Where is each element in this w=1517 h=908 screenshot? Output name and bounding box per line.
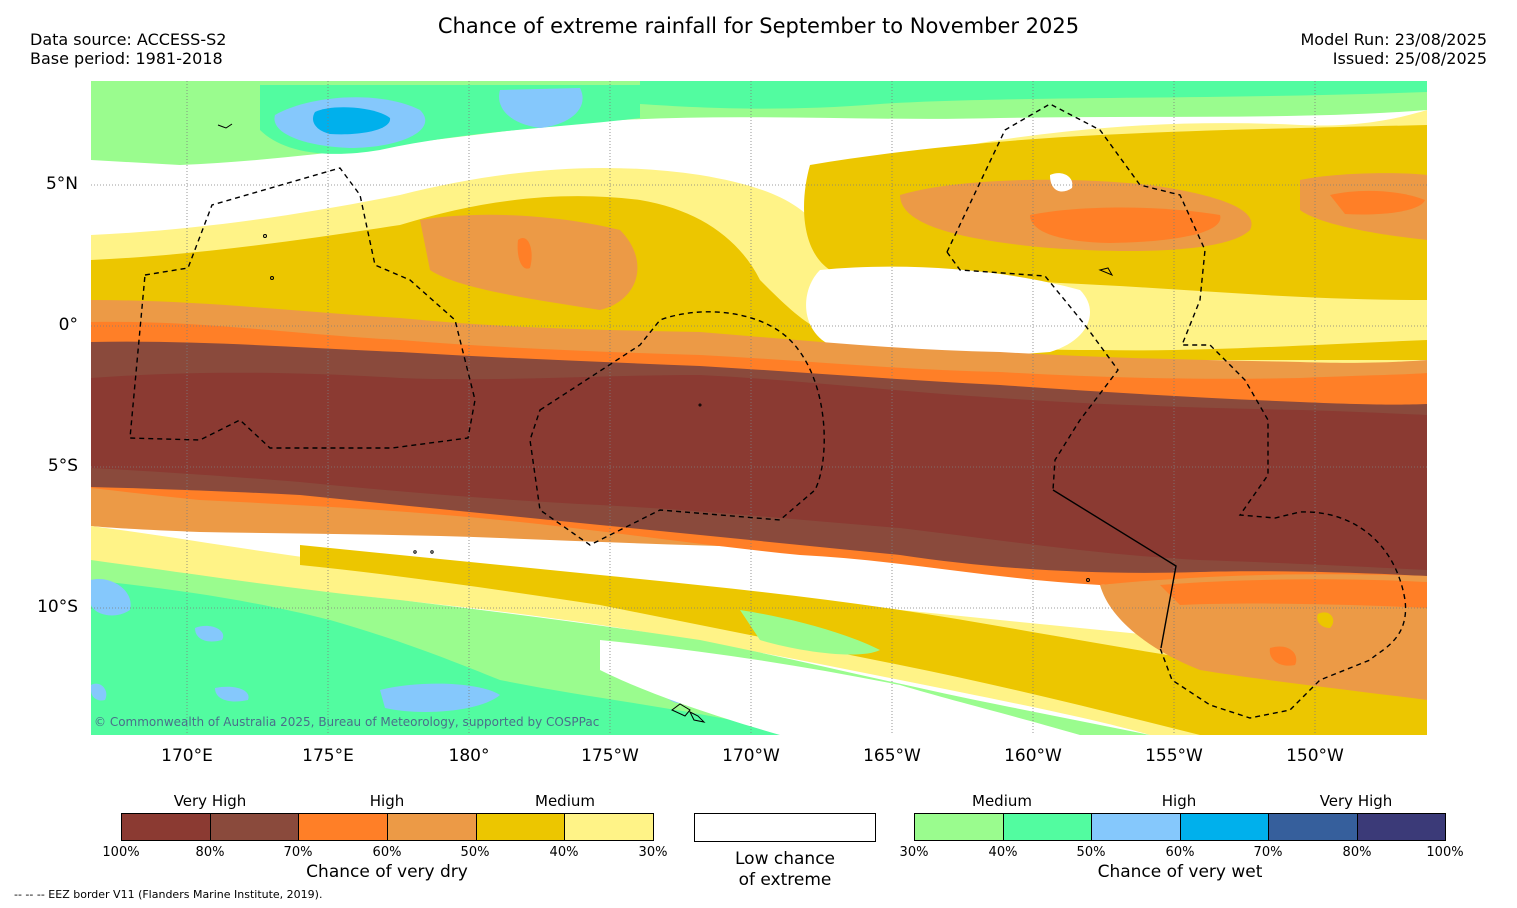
islands: [217, 123, 1114, 723]
wet-swatch: [1180, 814, 1269, 840]
rainfall-map: [91, 81, 1427, 735]
dry-tick: 80%: [195, 845, 225, 860]
boundary-line: [1052, 489, 1177, 649]
dry-cat-high: High: [369, 792, 405, 810]
lon-label-155w: 155°W: [1145, 746, 1203, 766]
wet-swatch: [1269, 814, 1358, 840]
base-period: Base period: 1981-2018: [30, 49, 223, 68]
lon-label-175e: 175°E: [302, 746, 354, 766]
wet-tick: 40%: [988, 845, 1018, 860]
wet-swatch: [1092, 814, 1181, 840]
model-run-info: Model Run: 23/08/2025 Issued: 25/08/2025: [1301, 30, 1488, 68]
low-chance-line1: Low chance: [735, 849, 835, 869]
dry-tick: 100%: [102, 845, 140, 860]
dry-tick: 70%: [283, 845, 313, 860]
wet-swatch: [915, 814, 1004, 840]
dry-swatch: [210, 814, 300, 840]
grid-lines: [91, 81, 1427, 735]
low-chance-label: Low chance of extreme: [694, 849, 876, 891]
wet-tick: 70%: [1253, 845, 1283, 860]
eez-borders: [129, 103, 1407, 719]
lat-label-5n: 5°N: [45, 174, 78, 194]
map-field: [91, 81, 1427, 735]
lon-label-170w: 170°W: [722, 746, 780, 766]
lat-label-5s: 5°S: [47, 456, 78, 476]
model-run: Model Run: 23/08/2025: [1300, 30, 1488, 49]
low-chance-swatch: [694, 813, 876, 842]
wet-cat-high: High: [1161, 792, 1197, 810]
wet-tick: 30%: [899, 845, 929, 860]
wet-swatch: [1003, 814, 1092, 840]
dry-colorbar: [121, 813, 654, 841]
lon-label-175w: 175°W: [581, 746, 639, 766]
wet-legend-title: Chance of very wet: [1097, 862, 1263, 882]
wet-tick: 80%: [1342, 845, 1372, 860]
wet-cat-medium: Medium: [972, 792, 1032, 810]
wet-tick: 50%: [1076, 845, 1106, 860]
dry-swatch: [476, 814, 566, 840]
dry-legend-title: Chance of very dry: [306, 862, 468, 882]
wet-swatch: [1357, 814, 1445, 840]
lon-label-165w: 165°W: [863, 746, 921, 766]
dry-swatch: [299, 814, 389, 840]
lat-label-10s: 10°S: [37, 597, 78, 617]
copyright-notice: © Commonwealth of Australia 2025, Bureau…: [94, 715, 600, 729]
wet-tick: 100%: [1426, 845, 1464, 860]
dry-swatch: [122, 814, 211, 840]
eez-footnote: -- -- -- EEZ border V11 (Flanders Marine…: [14, 888, 323, 901]
dry-tick: 50%: [460, 845, 490, 860]
data-source: Data source: ACCESS-S2: [30, 30, 227, 49]
lon-label-170e: 170°E: [161, 746, 213, 766]
wet-tick: 60%: [1165, 845, 1195, 860]
dry-cat-very-high: Very High: [173, 792, 247, 810]
dry-swatch: [388, 814, 477, 840]
data-source-info: Data source: ACCESS-S2 Base period: 1981…: [30, 30, 226, 68]
low-chance-line2: of extreme: [738, 870, 832, 890]
wet-cat-very-high: Very High: [1319, 792, 1393, 810]
lat-label-0: 0°: [58, 315, 78, 335]
dry-tick: 30%: [638, 845, 668, 860]
lon-label-150w: 150°W: [1286, 746, 1344, 766]
lon-label-180: 180°: [448, 746, 490, 766]
dry-swatch: [565, 814, 654, 840]
lon-label-160w: 160°W: [1004, 746, 1062, 766]
dry-tick: 40%: [549, 845, 579, 860]
issued-date: Issued: 25/08/2025: [1332, 49, 1487, 68]
map-title: Chance of extreme rainfall for September…: [437, 14, 1080, 38]
wet-colorbar: [914, 813, 1446, 841]
dry-cat-medium: Medium: [535, 792, 595, 810]
dry-tick: 60%: [372, 845, 402, 860]
